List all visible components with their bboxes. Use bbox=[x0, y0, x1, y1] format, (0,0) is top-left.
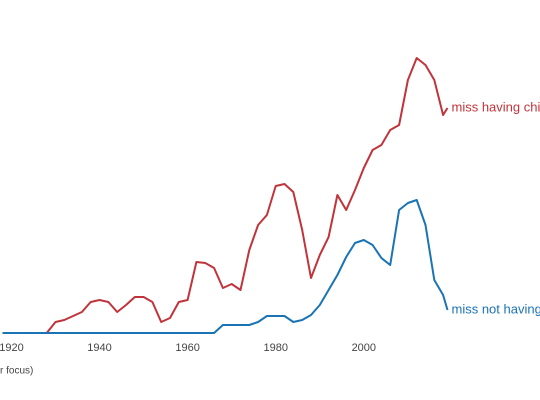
series-label: miss not having children bbox=[452, 301, 540, 316]
x-tick-label: 2000 bbox=[352, 342, 376, 354]
footnote: r focus) bbox=[0, 366, 33, 377]
x-tick-label: 1980 bbox=[263, 342, 287, 354]
series-line bbox=[2, 199, 449, 334]
x-tick-label: 1920 bbox=[0, 342, 24, 354]
series-label: miss having children bbox=[452, 99, 540, 114]
x-tick-label: 1940 bbox=[87, 342, 111, 354]
series-line bbox=[2, 57, 449, 334]
x-tick-label: 1960 bbox=[175, 342, 199, 354]
